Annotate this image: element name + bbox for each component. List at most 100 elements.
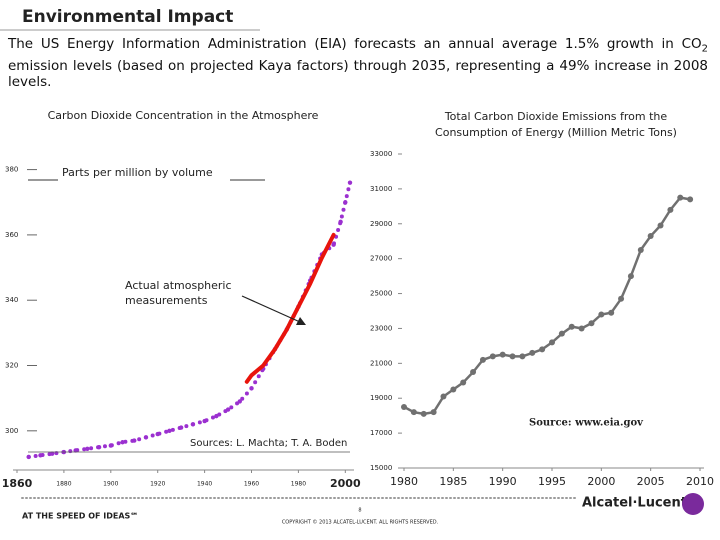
- data-point: [26, 454, 31, 460]
- data-point: [237, 399, 242, 404]
- y-tick-label: 340: [5, 296, 18, 304]
- series-line: [402, 196, 692, 416]
- copyright: COPYRIGHT © 2013 ALCATEL-LUCENT. ALL RIG…: [282, 519, 439, 526]
- data-point: [667, 206, 674, 213]
- data-point: [440, 393, 447, 400]
- page-number: 8: [358, 508, 361, 514]
- x-tick-label: 1980: [390, 475, 418, 488]
- footer-tagline: AT THE SPEED OF IDEAS℠: [22, 512, 138, 521]
- data-point: [338, 219, 343, 225]
- co2-concentration-chart: Carbon Dioxide Concentration in the Atmo…: [2, 109, 361, 490]
- y-tick-label: 320: [5, 362, 18, 370]
- body-text-part: emission levels (based on projected Kaya…: [8, 57, 708, 90]
- data-point: [529, 349, 536, 356]
- x-tick-label: 1980: [291, 481, 306, 488]
- arrow-head: [296, 317, 306, 325]
- body-text-part: The US Energy Information Administration…: [8, 36, 702, 52]
- data-point: [108, 443, 114, 448]
- data-point: [460, 379, 467, 386]
- y-tick-label: 27000: [370, 255, 392, 263]
- x-tick-label: 1960: [244, 481, 259, 488]
- data-point: [96, 444, 102, 450]
- data-point: [190, 422, 196, 427]
- x-tick-label: 1880: [56, 481, 71, 488]
- data-point: [214, 413, 219, 419]
- body-text: The US Energy Information Administration…: [8, 36, 708, 90]
- data-point: [410, 409, 417, 416]
- data-point: [202, 418, 207, 424]
- data-point: [470, 369, 477, 376]
- data-point: [677, 194, 684, 201]
- data-point: [120, 440, 125, 445]
- y-tick-label: 19000: [370, 394, 392, 402]
- data-point: [479, 356, 486, 363]
- data-point: [588, 320, 595, 327]
- annotation-arrow: [241, 295, 301, 323]
- data-point: [85, 446, 90, 451]
- x-tick-label: 1985: [439, 475, 467, 488]
- x-tick-label: 1940: [197, 481, 212, 488]
- data-point: [167, 428, 172, 434]
- y-tick-label: 21000: [370, 359, 392, 367]
- x-tick-label: 2000: [330, 477, 361, 490]
- data-point: [578, 325, 585, 332]
- data-point: [598, 311, 605, 318]
- annotation: Sources: L. Machta; T. A. Boden: [190, 438, 347, 449]
- data-point: [49, 451, 55, 456]
- data-point: [558, 330, 565, 337]
- subscript: 2: [701, 43, 708, 55]
- data-point: [38, 453, 43, 458]
- data-point: [132, 438, 137, 443]
- data-point: [499, 351, 506, 358]
- annotation: Parts per million by volume: [62, 166, 213, 179]
- data-point: [178, 425, 184, 430]
- data-point: [647, 232, 654, 239]
- y-tick-label: 25000: [370, 290, 392, 298]
- data-point: [568, 323, 575, 330]
- data-point: [549, 339, 555, 346]
- data-point: [401, 403, 407, 410]
- x-tick-label: 1860: [2, 477, 33, 490]
- data-point: [343, 200, 348, 205]
- brand-name: Alcatel·Lucent: [582, 496, 687, 511]
- data-point: [225, 407, 231, 412]
- data-point: [627, 273, 634, 280]
- y-tick-label: 31000: [370, 185, 392, 193]
- data-point: [637, 246, 644, 253]
- data-point: [143, 435, 149, 440]
- data-point: [489, 353, 496, 360]
- data-point: [450, 386, 457, 393]
- x-tick-label: 1990: [489, 475, 517, 488]
- data-point: [608, 309, 615, 316]
- data-point: [509, 353, 516, 360]
- x-tick-label: 1900: [103, 481, 118, 488]
- annotation: measurements: [125, 294, 208, 307]
- y-tick-label: 29000: [370, 220, 392, 228]
- data-point: [687, 196, 694, 203]
- data-point: [519, 353, 526, 360]
- chart-title: Carbon Dioxide Concentration in the Atmo…: [48, 109, 319, 122]
- series-line: [244, 232, 336, 384]
- data-point: [249, 386, 254, 391]
- data-point: [430, 409, 437, 416]
- y-tick-label: 33000: [370, 150, 392, 158]
- data-point: [618, 295, 625, 302]
- data-point: [73, 448, 78, 453]
- chart-title: Consumption of Energy (Million Metric To…: [435, 126, 677, 139]
- y-tick-label: 23000: [370, 324, 392, 332]
- data-point: [657, 222, 664, 229]
- source-note: Source: www.eia.gov: [529, 418, 644, 429]
- x-tick-label: 2005: [637, 475, 665, 488]
- brand-logo: [682, 493, 704, 515]
- data-point: [155, 431, 160, 437]
- chart-title: Total Carbon Dioxide Emissions from the: [444, 110, 668, 123]
- y-tick-label: 17000: [370, 429, 392, 437]
- y-tick-label: 380: [5, 166, 18, 174]
- x-tick-label: 1995: [538, 475, 566, 488]
- data-point: [539, 346, 546, 353]
- data-point: [331, 242, 336, 247]
- y-tick-label: 360: [5, 231, 18, 239]
- slide-title: Environmental Impact: [22, 7, 233, 27]
